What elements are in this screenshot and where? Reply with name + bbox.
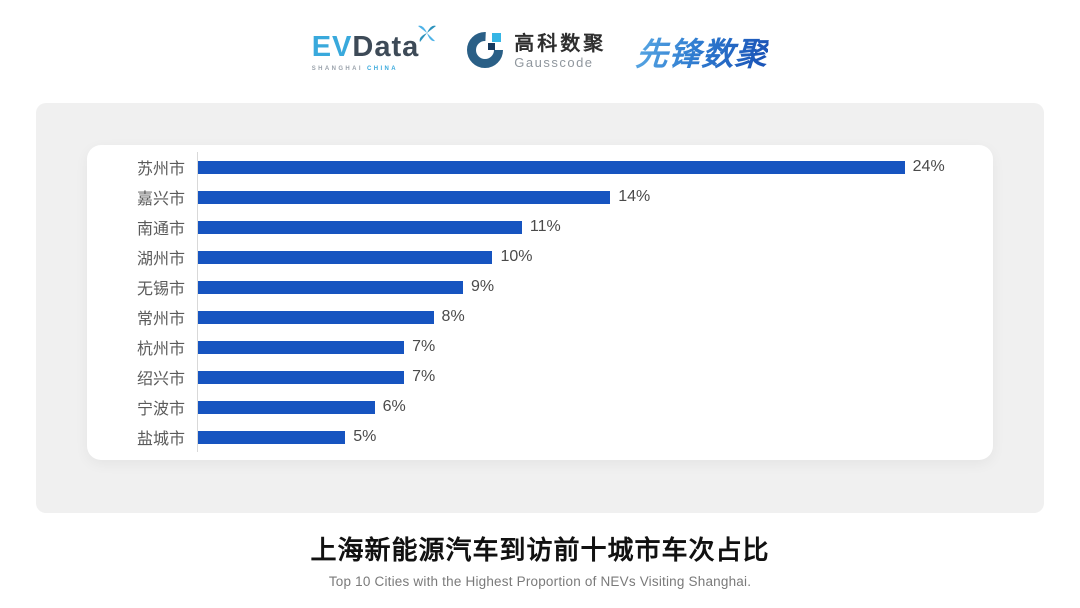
chart-row: 湖州市 10% <box>87 242 993 272</box>
evdata-wordmark: EVData <box>311 30 420 63</box>
bar <box>198 190 611 204</box>
bar <box>198 340 405 354</box>
bar <box>198 310 434 324</box>
evdata-caption-shanghai: SHANGHAI <box>311 65 363 72</box>
plot-area: 7% <box>197 362 993 392</box>
category-label: 嘉兴市 <box>136 191 185 208</box>
evdata-logo: EVData SHANGHAI CHINA <box>311 25 437 72</box>
bar-chart: 苏州市 24% 嘉兴市 14% 南通市 11% 湖州市 10% 无锡市 9% 常州市 8% 杭州市 7% 绍… <box>87 152 993 452</box>
category-label: 盐城市 <box>136 431 185 448</box>
value-label: 7% <box>412 338 436 355</box>
category-label: 杭州市 <box>136 341 185 358</box>
pioneer-logo: 先锋数聚 <box>635 29 770 75</box>
chart-row: 南通市 11% <box>87 212 993 242</box>
plot-area: 6% <box>197 392 993 422</box>
bar <box>198 220 522 234</box>
plot-area: 5% <box>197 422 993 452</box>
bar <box>198 280 463 294</box>
chart-row: 绍兴市 7% <box>87 362 993 392</box>
evdata-caption-china: CHINA <box>367 65 398 72</box>
evdata-caption: SHANGHAI CHINA <box>312 66 420 72</box>
plot-area: 14% <box>197 182 993 212</box>
value-label: 24% <box>912 158 945 175</box>
category-label: 宁波市 <box>136 401 185 418</box>
logo-bar: EVData SHANGHAI CHINA 高科数聚 Gausscode <box>0 20 1080 84</box>
category-label: 湖州市 <box>136 251 185 268</box>
gausscode-en-label: Gausscode <box>514 55 594 71</box>
chart-panel: 苏州市 24% 嘉兴市 14% 南通市 11% 湖州市 10% 无锡市 9% 常州市 8% 杭州市 7% 绍… <box>36 103 1044 513</box>
bar <box>198 160 905 174</box>
value-label: 11% <box>529 218 561 235</box>
value-label: 10% <box>500 248 533 265</box>
plot-area: 7% <box>197 332 993 362</box>
gausscode-text: 高科数聚 Gausscode <box>514 33 606 71</box>
value-label: 8% <box>441 308 465 325</box>
chart-row: 常州市 8% <box>87 302 993 332</box>
gausscode-cn-label: 高科数聚 <box>514 33 607 56</box>
value-label: 14% <box>618 188 651 205</box>
value-label: 6% <box>382 398 406 415</box>
chart-card: 苏州市 24% 嘉兴市 14% 南通市 11% 湖州市 10% 无锡市 9% 常州市 8% 杭州市 7% 绍… <box>87 145 993 460</box>
bar <box>198 400 375 414</box>
value-label: 5% <box>353 428 377 445</box>
gausscode-g-icon <box>465 30 505 75</box>
bar <box>198 370 405 384</box>
value-label: 7% <box>412 368 436 385</box>
chart-row: 苏州市 24% <box>87 152 993 182</box>
category-label: 常州市 <box>136 311 185 328</box>
category-label: 绍兴市 <box>136 371 185 388</box>
chart-row: 宁波市 6% <box>87 392 993 422</box>
plot-area: 10% <box>197 242 993 272</box>
evdata-ev-text: EV <box>311 30 353 63</box>
plot-area: 11% <box>197 212 993 242</box>
chart-row: 无锡市 9% <box>87 272 993 302</box>
category-label: 南通市 <box>136 221 185 238</box>
chart-subtitle: Top 10 Cities with the Highest Proportio… <box>328 574 752 589</box>
chart-row: 杭州市 7% <box>87 332 993 362</box>
gausscode-logo: 高科数聚 Gausscode <box>465 30 606 75</box>
plot-area: 8% <box>197 302 993 332</box>
evdata-data-text: Data <box>352 30 420 63</box>
plot-area: 9% <box>197 272 993 302</box>
chart-title: 上海新能源汽车到访前十城市车次占比 <box>310 535 770 565</box>
category-label: 苏州市 <box>136 161 185 178</box>
bar <box>198 430 346 444</box>
bar <box>198 250 493 264</box>
category-label: 无锡市 <box>136 281 185 298</box>
value-label: 9% <box>470 278 495 295</box>
chart-row: 盐城市 5% <box>87 422 993 452</box>
evdata-pinwheel-icon <box>415 21 439 45</box>
chart-row: 嘉兴市 14% <box>87 182 993 212</box>
caption-block: 上海新能源汽车到访前十城市车次占比 Top 10 Cities with the… <box>0 530 1080 589</box>
plot-area: 24% <box>197 152 993 182</box>
